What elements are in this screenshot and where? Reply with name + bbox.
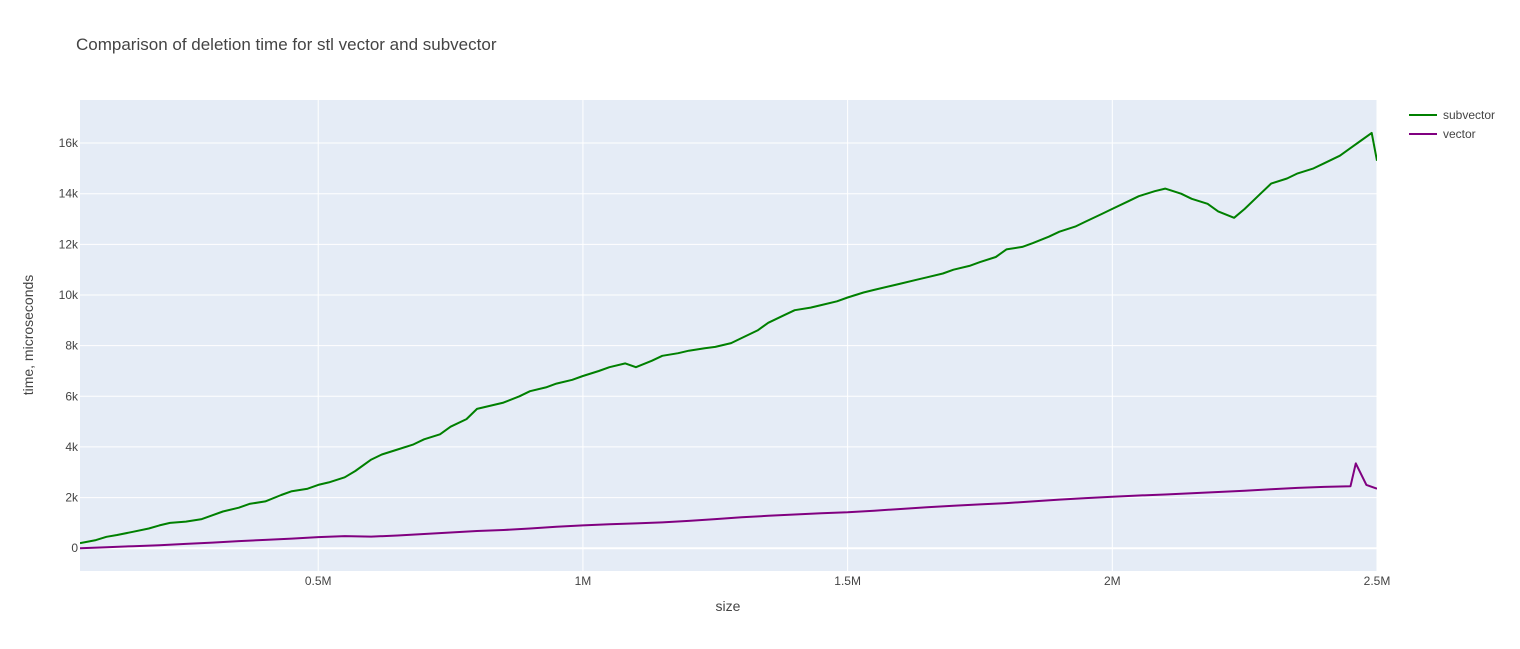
y-tick-label: 14k [59,187,79,201]
y-tick-label: 8k [65,339,79,353]
series-lines [80,131,1377,550]
x-tick-label: 1M [575,574,592,588]
y-tick-label: 4k [65,440,79,454]
x-axis-title: size [716,598,741,614]
y-tick-label: 10k [59,288,79,302]
y-axis-title: time, microseconds [20,275,36,396]
grid-lines [80,100,1378,571]
y-tick-label: 12k [59,237,79,251]
y-axis-ticks: 0 2k 4k 6k 8k 10k 12k 14k 16k [59,136,79,555]
series-line-subvector [80,131,1377,545]
x-tick-label: 2.5M [1364,574,1391,588]
x-tick-label: 0.5M [305,574,332,588]
y-tick-label: 0 [71,541,78,555]
plot-area [80,100,1377,571]
chart-title: Comparison of deletion time for stl vect… [76,35,497,54]
x-axis-ticks: 0.5M 1M 1.5M 2M 2.5M [305,574,1390,588]
legend-label-subvector: subvector [1443,108,1495,122]
x-tick-label: 1.5M [834,574,861,588]
y-tick-label: 16k [59,136,79,150]
y-tick-label: 2k [65,491,79,505]
x-tick-label: 2M [1104,574,1121,588]
series-line-vector [80,462,1377,550]
y-tick-label: 6k [65,389,79,403]
legend: subvector vector [1409,108,1495,141]
legend-label-vector: vector [1443,127,1476,141]
